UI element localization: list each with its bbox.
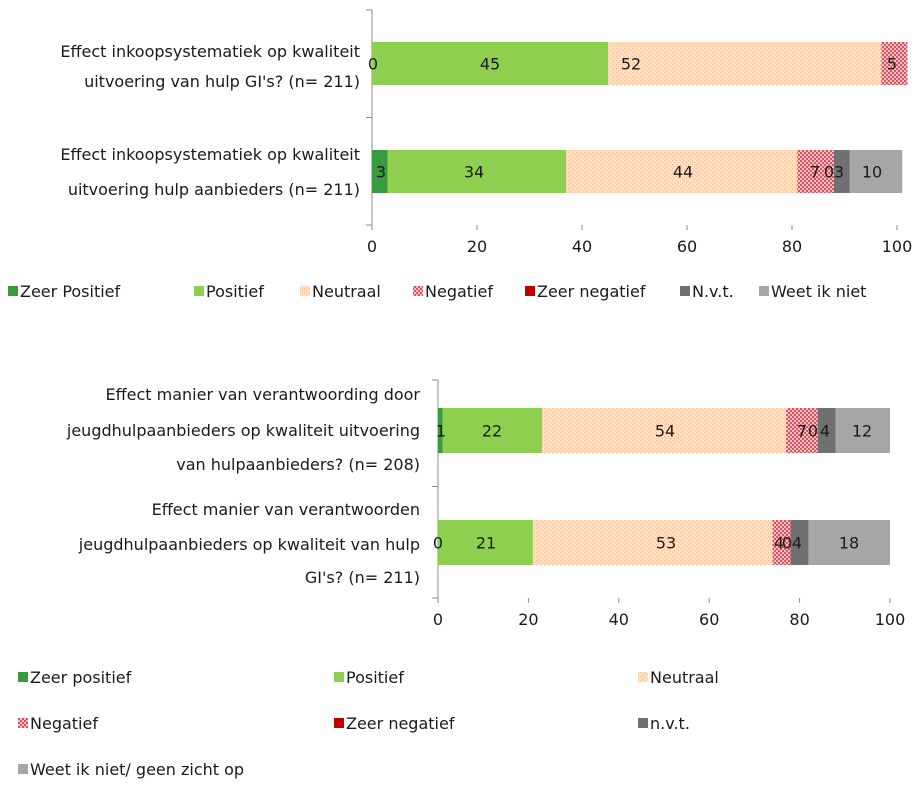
legend-swatch [680,286,690,296]
legend-swatch [525,286,535,296]
legend-label: Zeer positief [30,668,132,687]
bar-segment-negatief [797,150,834,193]
category-label: jeugdhulpaanbieders op kwaliteit van hul… [78,535,420,554]
data-label: 0 [824,163,834,182]
data-label: 10 [862,163,882,182]
data-label: 0 [368,55,378,74]
bar-segment-neutraal [532,520,773,565]
bar-segment-positief [438,520,533,565]
value-axis-tick-label: 20 [467,237,487,256]
legend-label: Zeer Positief [20,282,121,301]
value-axis-tick-label: 0 [367,237,377,256]
category-label: Effect inkoopsystematiek op kwaliteit [60,145,360,164]
data-label: 7 [810,163,820,182]
data-label: 3 [834,163,844,182]
bar-segment-positief [442,408,542,453]
data-label: 4 [792,534,802,553]
legend-label: Positief [206,282,264,301]
data-label: 54 [655,422,675,441]
category-label: Effect inkoopsystematiek op kwaliteit [60,42,360,61]
bar-segment-negatief [786,408,818,453]
legend-label: n.v.t. [650,714,690,733]
legend-swatch [638,672,648,682]
category-label: Effect manier van verantwoorden [152,500,420,519]
bar-segment-neutraal [541,408,787,453]
bar-segment-negatief [881,42,908,85]
bar-segment-positief [387,150,567,193]
bar-segment-weet-ik-niet-geen-zicht-op [808,520,890,565]
legend-swatch [18,764,28,774]
value-axis-tick-label: 40 [609,610,629,629]
category-label: uitvoering hulp aanbieders (n= 211) [68,180,360,199]
bar-segment-n-v-t- [817,408,836,453]
data-label: 12 [852,422,872,441]
legend-swatch [759,286,769,296]
legend-label: Zeer negatief [537,282,646,301]
legend-swatch [638,718,648,728]
value-axis-tick-label: 100 [882,237,913,256]
legend-swatch [334,672,344,682]
category-label: GI's? (n= 211) [305,568,420,587]
legend-label: Negatief [30,714,98,733]
data-label: 45 [480,55,500,74]
bar-segment-n-v-t- [790,520,809,565]
data-label: 0 [782,534,792,553]
data-label: 22 [482,422,502,441]
bar-segment-positief [372,42,609,85]
data-label: 4 [820,422,830,441]
value-axis-tick-label: 80 [782,237,802,256]
bar-segment-neutraal [566,150,798,193]
bar-segment-weet-ik-niet [849,150,903,193]
legend-swatch [18,672,28,682]
data-label: 4 [774,534,784,553]
value-axis-tick-label: 0 [433,610,443,629]
value-axis-tick-label: 60 [699,610,719,629]
bar-segment-zeer-positief [438,408,443,453]
value-axis-tick-label: 80 [789,610,809,629]
legend-label: N.v.t. [692,282,734,301]
data-label: 7 [797,422,807,441]
legend-label: Weet ik niet/ geen zicht op [30,760,244,779]
category-label: van hulpaanbieders? (n= 208) [176,455,420,474]
bar-segment-weet-ik-niet-geen-zicht-op [835,408,890,453]
bar-segment-negatief [772,520,791,565]
data-label: 21 [476,534,496,553]
legend-swatch [194,286,204,296]
data-label: 53 [656,534,676,553]
legend-label: Weet ik niet [771,282,866,301]
data-label: 5 [887,55,897,74]
legend-swatch [413,286,423,296]
legend-swatch [334,718,344,728]
data-label: 3 [376,163,386,182]
legend-label: Neutraal [650,668,719,687]
bar-segment-n-v-t- [834,150,850,193]
legend-label: Zeer negatief [346,714,455,733]
data-label: 0 [433,534,443,553]
value-axis-tick-label: 60 [677,237,697,256]
legend-label: Positief [346,668,404,687]
value-axis-tick-label: 40 [572,237,592,256]
bar-segment-zeer-positief [372,150,388,193]
legend-swatch [18,718,28,728]
value-axis-tick-label: 20 [518,610,538,629]
legend-swatch [300,286,310,296]
category-label: jeugdhulpaanbieders op kwaliteit uitvoer… [66,421,420,440]
category-label: uitvoering van hulp GI's? (n= 211) [84,72,360,91]
data-label: 0 [808,422,818,441]
data-label: 18 [839,534,859,553]
legend-label: Neutraal [312,282,381,301]
data-label: 44 [673,163,693,182]
category-label: Effect manier van verantwoording door [106,385,421,404]
data-label: 1 [436,422,446,441]
data-label: 34 [464,163,484,182]
legend-label: Negatief [425,282,493,301]
legend-swatch [8,286,18,296]
bar-segment-neutraal [608,42,882,85]
value-axis-tick-label: 100 [875,610,906,629]
data-label: 52 [621,55,641,74]
